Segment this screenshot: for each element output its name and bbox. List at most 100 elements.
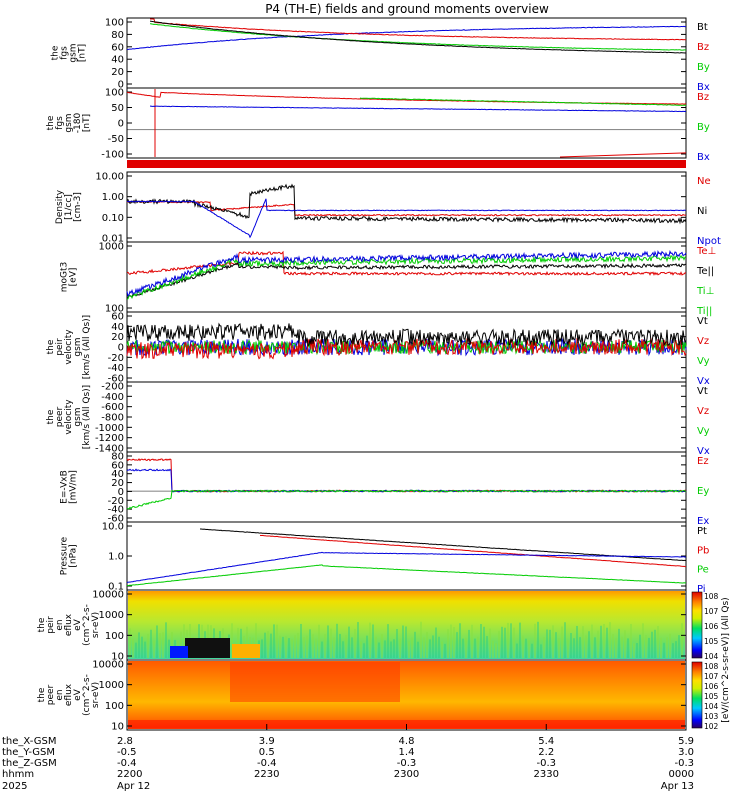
y-axis-label: the fgs gsm -180 [nT] — [46, 113, 92, 134]
y-tick-label: 10.00 — [95, 172, 124, 183]
series-bx — [126, 25, 687, 51]
series-bz — [126, 91, 686, 105]
legend-entry: Vy — [697, 426, 710, 437]
svg-text:[km/s (All Qs)]: [km/s (All Qs)] — [82, 315, 92, 379]
x-axis-row-label: the_X-GSM — [2, 736, 56, 747]
legend-entry: Vy — [697, 356, 710, 367]
y-tick-label: -50 — [108, 134, 124, 145]
svg-text:fgs: fgs — [60, 46, 70, 60]
svg-text:[nT]: [nT] — [82, 114, 92, 132]
y-tick-label: 1000 — [99, 610, 124, 621]
panel-frame — [126, 87, 687, 159]
series-teperp — [126, 250, 687, 277]
colorbar: 108 107 106 105 104 — [691, 591, 719, 661]
legend-entry: Ex — [697, 516, 709, 527]
svg-text:gsm: gsm — [73, 337, 83, 356]
colorbar-tick-label: 103 — [704, 712, 719, 721]
svg-text:sr-eV): sr-eV) — [91, 612, 101, 638]
x-axis-row-label: the_Y-GSM — [2, 747, 55, 758]
y-axis-label: E=-VxB [mV/m] — [60, 470, 79, 504]
panel-2: 100 50 0 -50 -100 the fgs gsm -180 [nT] Bz By Bx — [46, 87, 710, 163]
colorbar-tick-label: 107 — [704, 607, 719, 616]
svg-text:peer: peer — [46, 684, 56, 705]
y-tick-label: -600 — [101, 402, 124, 413]
y-tick-label: 100 — [105, 631, 124, 642]
colorbar-tick-label: 108 — [704, 662, 719, 671]
x-tick-label: 5.4 — [538, 736, 554, 747]
panel-frame — [126, 451, 687, 523]
legend-entry: Vx — [697, 376, 710, 387]
figure-title: P4 (TH-E) fields and ground moments over… — [265, 2, 549, 16]
y-tick-label: 50 — [111, 103, 124, 114]
series-pe — [126, 564, 686, 587]
y-tick-label: 1.0 — [108, 552, 124, 563]
legend-entry: Pt — [697, 526, 707, 537]
x-tick-label: -0.4 — [117, 758, 137, 769]
series-tepar — [126, 261, 687, 300]
x-tick-label: 2300 — [394, 769, 419, 780]
y-tick-label: 0 — [118, 119, 124, 130]
y-tick-label: -20 — [108, 496, 124, 507]
y-tick-label: 80 — [111, 30, 124, 41]
y-tick-label: -400 — [101, 392, 124, 403]
colorbar-tick-label: 104 — [704, 702, 719, 711]
series-tiperp — [126, 254, 687, 300]
x-tick-label: -0.5 — [117, 747, 137, 758]
panel-frame — [126, 381, 687, 453]
colorbar-tick-label: 105 — [704, 692, 719, 701]
svg-text:eflux: eflux — [64, 683, 74, 706]
x-tick-label: 1.4 — [399, 747, 415, 758]
svg-text:[mV/m]: [mV/m] — [69, 470, 79, 504]
y-tick-label: 0.1 — [108, 582, 124, 593]
series-tipar — [126, 250, 687, 297]
colorbar-tick-label: 104 — [704, 652, 719, 661]
low-flux-patch — [185, 638, 230, 658]
y-tick-label: 100 — [105, 18, 124, 29]
x-tick-label: 2.2 — [538, 747, 554, 758]
svg-text:fgs: fgs — [55, 116, 65, 130]
x-tick-label: 0000 — [669, 769, 694, 780]
y-tick-label: 100 — [105, 701, 124, 712]
svg-text:eV: eV — [73, 618, 83, 631]
svg-text:E=-VxB: E=-VxB — [60, 470, 70, 504]
series-pt — [200, 528, 687, 562]
panel-4: 10.00 1.00 0.10 0.01 Density [1/cc] [cm-3] Ne Ni… — [55, 171, 721, 247]
series-ni — [126, 183, 687, 225]
y-tick-label: 60 — [111, 42, 124, 53]
x-tick-label: 2330 — [534, 769, 559, 780]
x-tick-label: 0.5 — [259, 747, 275, 758]
y-tick-label: -40 — [108, 505, 124, 516]
legend-entry: Ni — [697, 206, 707, 217]
svg-text:[km/s (All Qs)]: [km/s (All Qs)] — [82, 385, 92, 449]
series-npot — [126, 198, 687, 239]
series-ez — [126, 458, 687, 493]
y-tick-label: 0.10 — [102, 213, 124, 224]
svg-text:velocity: velocity — [64, 329, 74, 365]
panel-frame — [126, 241, 687, 313]
y-tick-label: 0 — [118, 343, 124, 354]
y-tick-label: 40 — [111, 322, 124, 333]
legend-entry: Bt — [697, 22, 708, 33]
y-tick-label: -1000 — [95, 423, 124, 434]
y-tick-label: -40 — [108, 363, 124, 374]
legend-entry: Te|| — [696, 266, 714, 277]
legend-entry: Ti⊥ — [696, 286, 714, 297]
x-axis: the_X-GSMthe_Y-GSMthe_Z-GSMhhmm20252.8-0… — [2, 724, 694, 792]
legend-entry: Pe — [697, 565, 709, 576]
legend-entry: By — [697, 122, 710, 133]
legend-entry: Vz — [697, 336, 709, 347]
colorbar-tick-label: 106 — [704, 622, 719, 631]
svg-text:the: the — [37, 687, 47, 702]
svg-text:sr-eV): sr-eV) — [91, 682, 101, 708]
colorbar-tick-label: 108 — [704, 592, 719, 601]
series-pi — [126, 551, 686, 583]
series-bz — [150, 18, 687, 41]
x-tick-label: -0.3 — [536, 758, 556, 769]
svg-text:the: the — [46, 115, 56, 130]
x-axis-row-label: the_Z-GSM — [2, 758, 57, 769]
y-axis-label: moGt3 [eV] — [60, 262, 79, 293]
